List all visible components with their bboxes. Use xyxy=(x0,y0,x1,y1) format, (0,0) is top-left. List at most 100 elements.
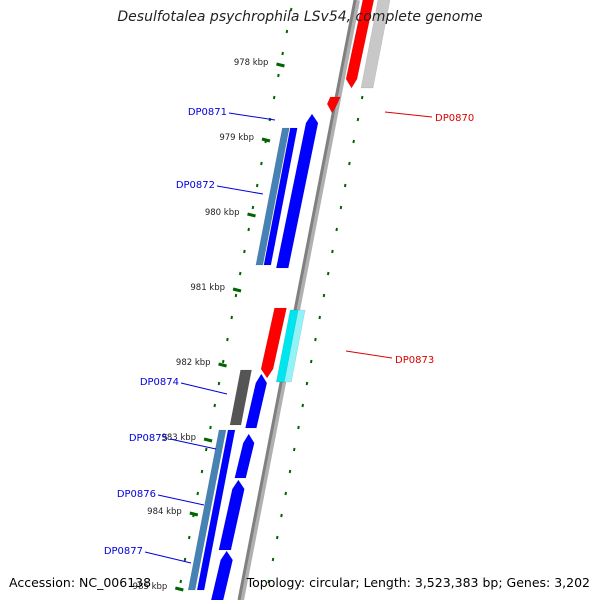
outer-guide-dot xyxy=(297,425,300,430)
inner-guide-dot xyxy=(251,205,255,210)
inner-guide-dot xyxy=(217,381,221,386)
inner-guide-dot xyxy=(285,29,289,34)
reverse-cds-feature xyxy=(218,479,245,551)
outer-guide-dot xyxy=(318,315,321,320)
inner-guide-dot xyxy=(200,469,204,474)
inner-guide-dot xyxy=(204,447,208,452)
reverse-cds-feature xyxy=(196,429,236,591)
tick-label: 980 kbp xyxy=(205,208,240,218)
outer-guide-dot xyxy=(326,271,330,276)
reverse-cds-feature xyxy=(275,113,319,269)
inner-guide-dot xyxy=(260,161,263,166)
outer-guide-dot xyxy=(360,95,364,100)
reverse-cds-feature xyxy=(263,127,298,266)
gene-label: DP0873 xyxy=(395,355,434,366)
gene-label: DP0876 xyxy=(117,489,156,500)
outer-guide-dot xyxy=(352,139,355,144)
gene-leader-line xyxy=(345,350,393,359)
inner-guide-dot xyxy=(221,359,225,364)
inner-guide-dot xyxy=(277,73,280,78)
outer-guide-dot xyxy=(348,161,351,166)
outer-guide-dot xyxy=(301,403,305,408)
forward-cds-feature xyxy=(326,96,341,114)
outer-guide-dot xyxy=(322,293,326,298)
gene-label: DP0872 xyxy=(176,180,215,191)
reverse-cds-feature xyxy=(245,373,268,429)
inner-guide-dot xyxy=(179,579,183,584)
tick-label: 984 kbp xyxy=(147,507,182,517)
reverse-cds-shade xyxy=(255,127,290,266)
reverse-cds-shade xyxy=(187,429,227,591)
tick-label: 985 kbp xyxy=(133,582,168,592)
gene-leader-line xyxy=(169,438,217,450)
rna-feature-shade xyxy=(283,309,306,383)
tick-mark xyxy=(276,62,285,68)
inner-guide-dot xyxy=(234,293,238,298)
gene-label: DP0874 xyxy=(140,377,179,388)
tick-label: 979 kbp xyxy=(219,133,254,143)
outer-guide-dot xyxy=(314,337,317,342)
genome-summary-text: Topology: circular; Length: 3,523,383 bp… xyxy=(246,575,590,590)
tick-label: 983 kbp xyxy=(161,433,196,443)
inner-guide-dot xyxy=(289,7,293,12)
gene-label: DP0875 xyxy=(129,433,168,444)
gene-leader-line xyxy=(228,112,276,121)
inner-guide-dot xyxy=(213,403,217,408)
tick-label: 978 kbp xyxy=(234,58,269,68)
map-title: Desulfotalea psychrophila LSv54, complet… xyxy=(117,9,483,25)
inner-guide-dot xyxy=(272,95,276,100)
outer-guide-dot xyxy=(267,579,271,584)
gray-feature xyxy=(229,369,252,426)
backbone-line xyxy=(237,0,357,601)
tick-label: 982 kbp xyxy=(176,358,211,368)
outer-guide-dot xyxy=(309,359,313,364)
forward-cds-feature xyxy=(345,0,375,89)
inner-guide-dot xyxy=(209,425,212,430)
gene-leader-line xyxy=(384,111,433,118)
gene-label: DP0870 xyxy=(435,113,474,124)
reverse-cds-feature xyxy=(234,433,255,479)
outer-guide-dot xyxy=(305,381,309,386)
outer-guide-dot xyxy=(356,117,360,122)
forward-cds-shade xyxy=(360,0,391,89)
gene-label: DP0871 xyxy=(188,107,227,118)
inner-guide-dot xyxy=(183,557,187,562)
outer-guide-dot xyxy=(335,227,338,232)
outer-guide-dot xyxy=(331,249,334,254)
inner-guide-dot xyxy=(281,51,284,56)
inner-guide-dot xyxy=(196,491,200,496)
tick-mark xyxy=(218,362,227,368)
inner-guide-dot xyxy=(230,315,233,320)
outer-guide-dot xyxy=(284,491,288,496)
backbone-shadow xyxy=(238,0,360,601)
gene-leader-line xyxy=(144,551,192,564)
accession-text: Accession: NC_006138 xyxy=(9,575,152,590)
tick-mark xyxy=(174,586,184,592)
outer-guide-dot xyxy=(288,469,292,474)
inner-guide-dot xyxy=(255,183,259,188)
inner-guide-dot xyxy=(247,227,250,232)
tick-mark xyxy=(189,511,199,517)
outer-guide-dot xyxy=(271,557,275,562)
gene-leader-line xyxy=(216,185,264,195)
gene-leader-line xyxy=(157,494,205,506)
gene-leader-line xyxy=(180,382,228,395)
gene-label: DP0877 xyxy=(104,546,143,557)
outer-guide-dot xyxy=(343,183,347,188)
inner-guide-dot xyxy=(238,271,242,276)
tick-label: 981 kbp xyxy=(190,283,225,293)
outer-guide-dot xyxy=(280,513,283,518)
tick-mark xyxy=(247,212,256,218)
outer-guide-dot xyxy=(339,205,343,210)
inner-guide-dot xyxy=(226,337,229,342)
inner-guide-dot xyxy=(243,249,246,254)
tick-mark xyxy=(261,137,271,143)
tick-mark xyxy=(203,437,213,443)
forward-cds-feature xyxy=(260,307,287,379)
outer-guide-dot xyxy=(275,535,279,540)
outer-guide-dot xyxy=(292,447,296,452)
inner-guide-dot xyxy=(187,535,191,540)
reverse-cds-feature xyxy=(210,550,233,601)
